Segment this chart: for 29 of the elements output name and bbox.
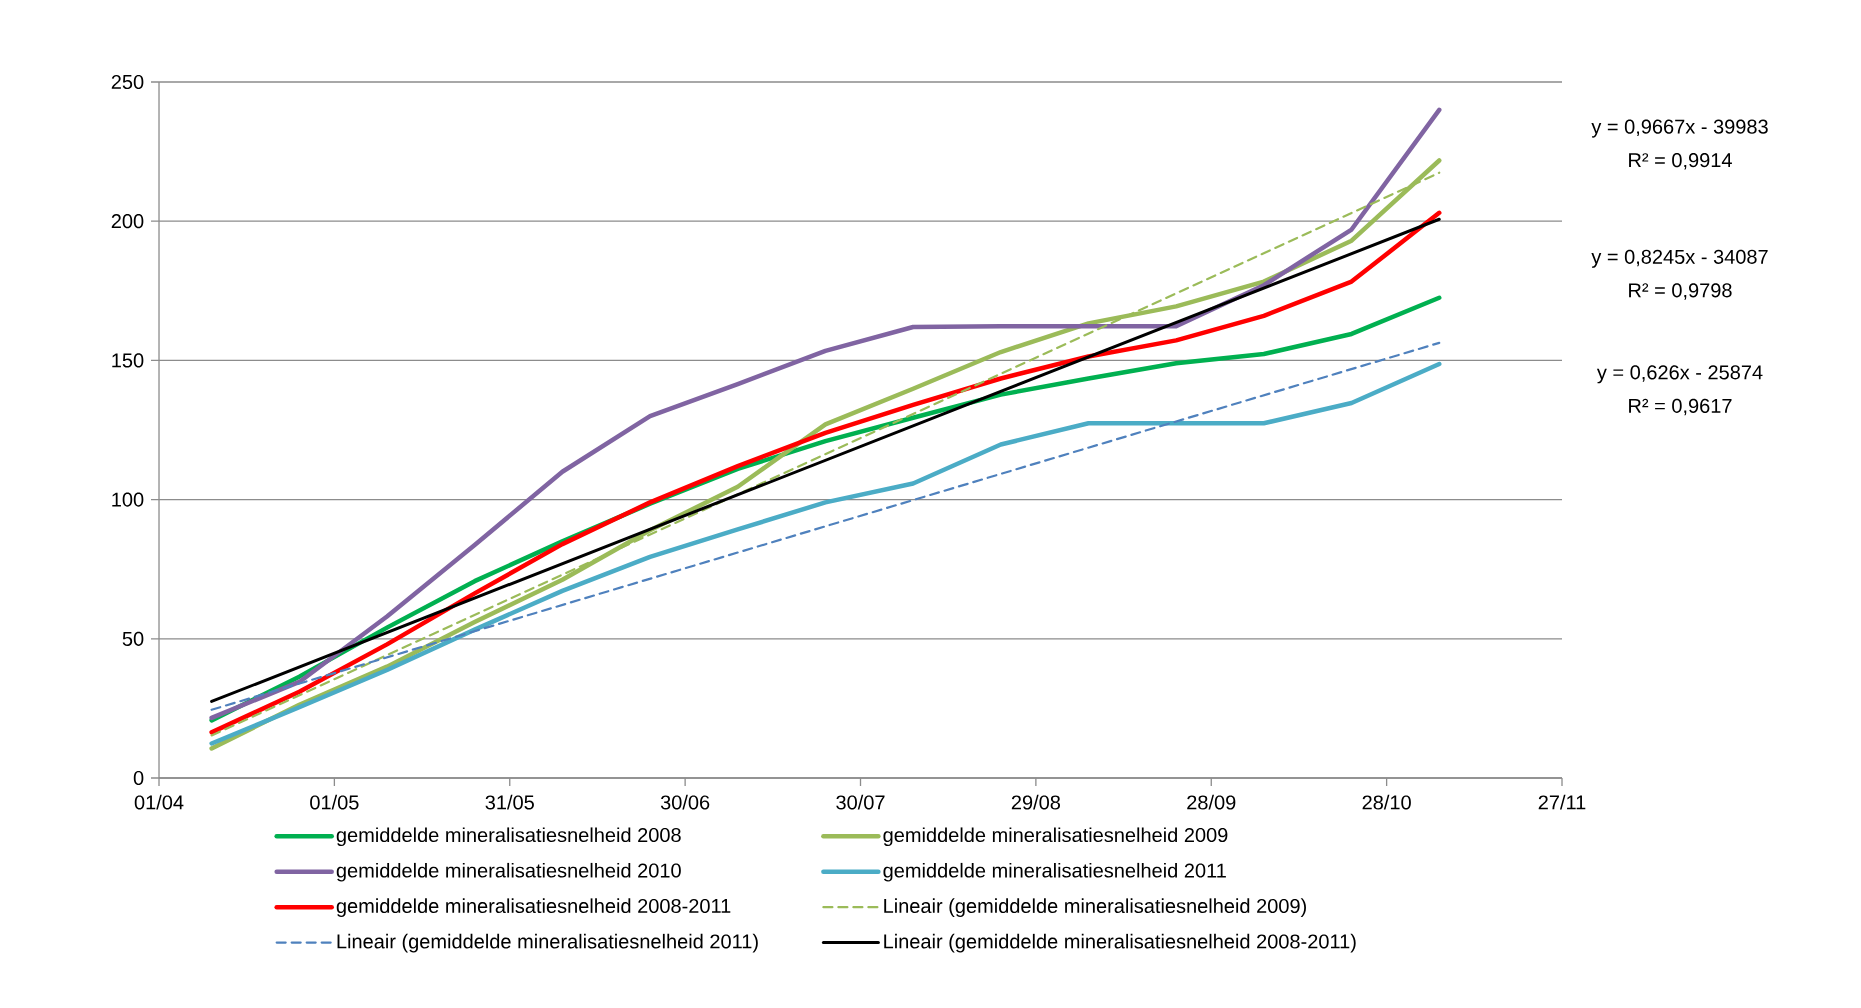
- legend-label: gemiddelde mineralisatiesnelheid 2009: [883, 827, 1228, 847]
- x-tick-label: 29/08: [1011, 794, 1061, 810]
- text: y = 0,626x - 25874: [1596, 365, 1763, 384]
- y-tick-label: 0: [133, 770, 144, 786]
- text: y = 0,8245x - 34087: [1591, 249, 1768, 268]
- y-tick-label: 200: [111, 214, 144, 229]
- legend-label: gemiddelde mineralisatiesnelheid 2011: [883, 862, 1226, 882]
- text: R² = 0,9914: [1629, 153, 1732, 170]
- legend-label: gemiddelde mineralisatiesnelheid 2010: [336, 862, 681, 882]
- legend-label: gemiddelde mineralisatiesnelheid 2008-2011: [336, 898, 731, 918]
- x-tick-label: 28/09: [1187, 794, 1236, 810]
- legend-label: gemiddelde mineralisatiesnelheid 2008: [336, 827, 681, 847]
- text: y = 0,9667x - 39983: [1591, 119, 1768, 138]
- y-tick-label: 150: [112, 353, 144, 368]
- x-tick-label: 01/05: [310, 794, 359, 810]
- y-tick-label: 50: [122, 631, 144, 646]
- legend-label: Lineair (gemiddelde mineralisatiesnelheid 2011): [337, 933, 758, 953]
- legend-label: Lineair (gemiddelde mineralisatiesnelheid 2008-2011): [884, 933, 1356, 953]
- x-tick-label: 27/11: [1538, 794, 1586, 810]
- x-tick-label: 01/04: [134, 794, 184, 810]
- x-tick-label: 31/05: [485, 794, 534, 810]
- legend-label: Lineair (gemiddelde mineralisatiesnelheid 2009): [884, 898, 1306, 918]
- text: R² = 0,9798: [1629, 283, 1732, 300]
- text: R² = 0,9617: [1629, 398, 1732, 416]
- x-tick-label: 30/06: [660, 794, 710, 810]
- y-tick-label: 250: [111, 74, 144, 90]
- x-tick-label: 30/07: [836, 794, 885, 810]
- x-tick-label: 28/10: [1362, 794, 1411, 810]
- y-tick-label: 100: [112, 492, 144, 507]
